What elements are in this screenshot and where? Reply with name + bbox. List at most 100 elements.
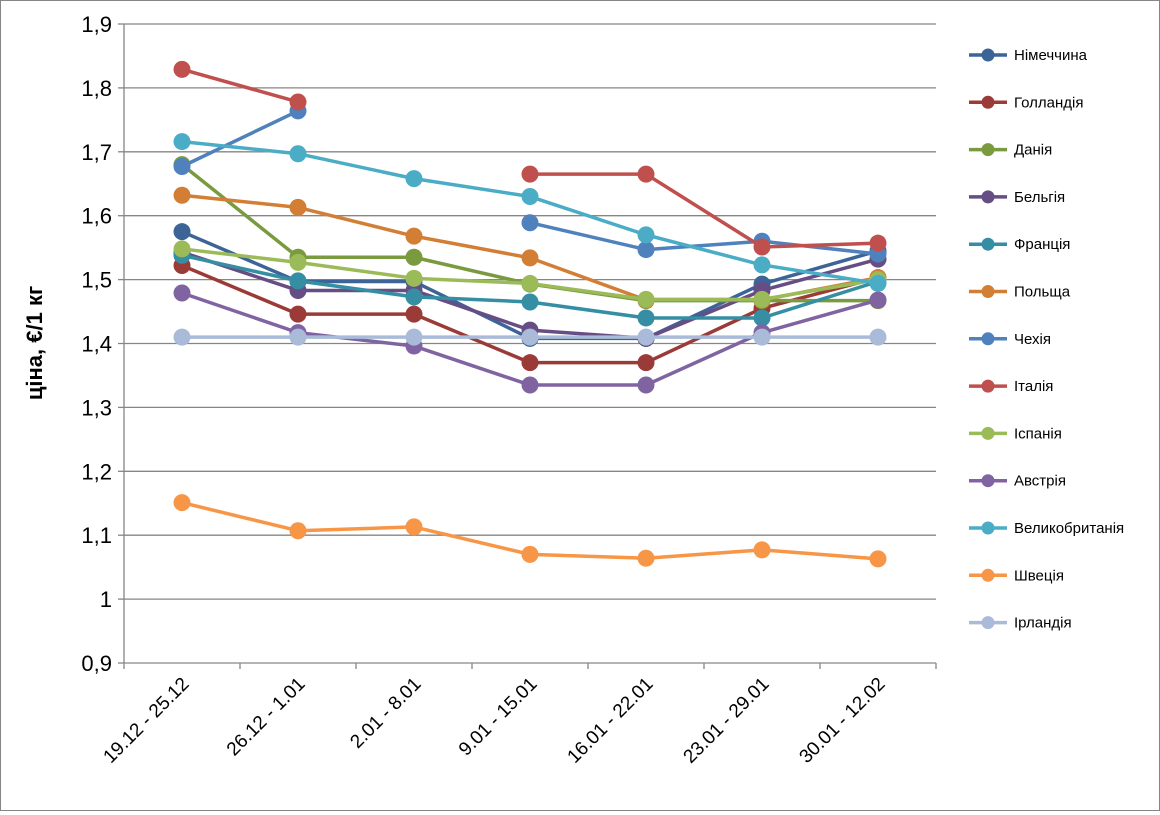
data-point xyxy=(289,198,307,216)
series-12 xyxy=(173,328,887,346)
data-point xyxy=(869,234,887,252)
data-point xyxy=(289,272,307,290)
legend-swatch-marker xyxy=(981,426,995,440)
data-point xyxy=(405,170,423,188)
data-point xyxy=(637,328,655,346)
data-point xyxy=(869,550,887,568)
series-7 xyxy=(173,60,887,256)
legend-swatch-marker xyxy=(981,474,995,488)
data-point xyxy=(521,165,539,183)
legend-swatch-marker xyxy=(981,285,995,298)
series-line xyxy=(181,67,299,104)
legend-swatch-marker xyxy=(981,332,995,346)
data-point xyxy=(173,157,191,175)
legend-label: Чехія xyxy=(1014,331,1051,348)
data-point xyxy=(869,274,887,292)
legend-label: Австрія xyxy=(1014,473,1066,490)
series-11 xyxy=(173,494,887,568)
data-point xyxy=(289,253,307,271)
data-point xyxy=(521,376,539,394)
data-point xyxy=(521,293,539,311)
data-point xyxy=(173,186,191,204)
data-point xyxy=(637,549,655,567)
data-point xyxy=(637,309,655,327)
legend-swatch-marker xyxy=(981,237,995,251)
legend-item: Австрія xyxy=(969,473,1066,490)
data-point xyxy=(405,288,423,306)
y-tick-label: 1,3 xyxy=(81,395,112,420)
y-tick-label: 1 xyxy=(100,587,112,612)
data-point xyxy=(173,284,191,302)
legend-item: Бельгія xyxy=(969,189,1065,206)
legend-label: Данія xyxy=(1014,142,1052,159)
y-tick-label: 1,5 xyxy=(81,268,112,293)
data-point xyxy=(753,238,771,256)
legend-label: Швеція xyxy=(1014,567,1064,584)
x-tick-label: 19.12 - 25.12 xyxy=(100,674,194,768)
legend-swatch-marker xyxy=(981,379,995,393)
legend-item: Франція xyxy=(969,236,1070,253)
x-tick-label: 30.01 - 12.02 xyxy=(796,674,890,768)
legend-label: Великобританія xyxy=(1014,520,1124,537)
data-point xyxy=(173,60,191,78)
legend-label: Італія xyxy=(1014,378,1053,395)
y-tick-label: 1,4 xyxy=(81,332,112,357)
y-tick-label: 0,9 xyxy=(81,651,112,676)
data-point xyxy=(753,541,771,559)
data-point xyxy=(637,290,655,308)
data-point xyxy=(521,274,539,292)
legend-swatch-marker xyxy=(981,190,995,204)
data-point xyxy=(521,354,539,372)
legend-label: Голландія xyxy=(1014,94,1083,111)
data-point xyxy=(173,133,191,151)
data-point xyxy=(521,188,539,206)
data-point xyxy=(521,328,539,346)
data-point xyxy=(869,328,887,346)
x-tick-labels: 19.12 - 25.12 26.12 - 1.01 2.01 - 8.01 9.01… xyxy=(100,674,890,768)
legend-item: Польща xyxy=(969,284,1071,301)
legend-item: Італія xyxy=(969,378,1053,395)
data-point xyxy=(753,328,771,346)
data-point xyxy=(637,354,655,372)
data-point xyxy=(405,248,423,266)
data-point xyxy=(173,223,191,241)
y-tick-label: 1,6 xyxy=(81,204,112,229)
data-point xyxy=(637,165,655,183)
data-point xyxy=(405,328,423,346)
data-point xyxy=(869,291,887,309)
series-line xyxy=(530,172,879,249)
data-point xyxy=(289,93,307,111)
legend-label: Ірландія xyxy=(1014,615,1072,632)
y-tick-label: 1,8 xyxy=(81,76,112,101)
data-point xyxy=(289,145,307,163)
data-point xyxy=(637,241,655,259)
legend-item: Голландія xyxy=(969,94,1083,111)
data-point xyxy=(289,328,307,346)
data-point xyxy=(173,494,191,512)
legend-label: Бельгія xyxy=(1014,189,1065,206)
legend-label: Іспанія xyxy=(1014,425,1062,442)
legend-item: Німеччина xyxy=(969,47,1088,64)
data-point xyxy=(289,522,307,540)
legend-swatch-marker xyxy=(981,95,995,109)
legend-item: Іспанія xyxy=(969,425,1062,442)
legend-label: Польща xyxy=(1014,284,1071,301)
legend-swatch-marker xyxy=(981,521,995,535)
data-point xyxy=(405,227,423,245)
x-tick-label: 16.01 - 22.01 xyxy=(564,674,658,768)
legend-label: Франція xyxy=(1014,236,1070,253)
x-tick-label: 26.12 - 1.01 xyxy=(223,674,310,761)
gridlines xyxy=(118,23,937,669)
y-tick-label: 1,2 xyxy=(81,459,112,484)
legend-item: Чехія xyxy=(969,331,1051,348)
legend-item: Ірландія xyxy=(969,615,1072,632)
data-point xyxy=(405,269,423,287)
y-tick-label: 1,1 xyxy=(81,523,112,548)
data-point xyxy=(753,290,771,308)
legend-swatch-marker xyxy=(981,143,995,157)
legend-label: Німеччина xyxy=(1014,47,1088,64)
data-point xyxy=(521,214,539,232)
data-point xyxy=(521,249,539,267)
legend-swatch-marker xyxy=(981,616,995,630)
